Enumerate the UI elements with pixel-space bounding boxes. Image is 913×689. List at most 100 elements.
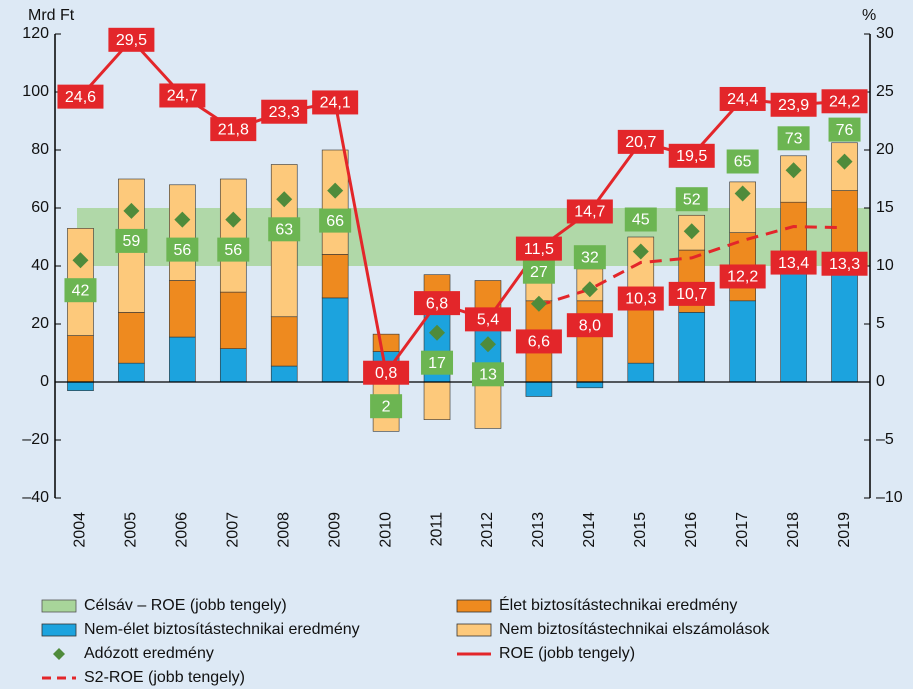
bar bbox=[831, 268, 858, 383]
y2-tick-label: –5 bbox=[876, 431, 894, 448]
data-label-box bbox=[363, 360, 410, 385]
data-label-box bbox=[319, 208, 352, 233]
diamond bbox=[530, 295, 547, 312]
bar bbox=[169, 184, 196, 281]
bar bbox=[372, 333, 400, 352]
y2-tick-label: 30 bbox=[876, 25, 894, 42]
data-label: 19,5 bbox=[676, 148, 707, 165]
bar bbox=[576, 381, 604, 389]
data-label: 56 bbox=[224, 242, 242, 259]
y-tick-label: 20 bbox=[31, 315, 49, 332]
legend-label: ROE (jobb tengely) bbox=[499, 645, 635, 662]
x-tick-label: 2018 bbox=[785, 512, 802, 548]
line bbox=[79, 37, 845, 377]
y-tick-label: 120 bbox=[22, 25, 49, 42]
data-label-box bbox=[668, 143, 715, 168]
x-tick-label: 2014 bbox=[581, 512, 598, 548]
bar bbox=[423, 381, 451, 421]
legend-label: Célsáv – ROE (jobb tengely) bbox=[84, 597, 287, 614]
data-label: 66 bbox=[326, 213, 344, 230]
diamond bbox=[836, 153, 853, 170]
bar bbox=[678, 312, 706, 383]
diamond bbox=[429, 324, 446, 341]
y2-tick-label: 0 bbox=[876, 373, 885, 390]
data-label-box bbox=[312, 90, 359, 115]
data-label-box bbox=[617, 129, 664, 154]
diamond bbox=[581, 281, 598, 298]
data-label: 23,9 bbox=[778, 97, 809, 114]
data-label-box bbox=[159, 83, 206, 108]
data-label-box bbox=[719, 86, 766, 111]
data-label-box bbox=[624, 207, 657, 232]
diamond bbox=[734, 185, 751, 202]
data-label-box bbox=[57, 84, 104, 109]
y2-tick-label: 20 bbox=[876, 141, 894, 158]
data-label: 20,7 bbox=[625, 134, 656, 151]
data-label-box bbox=[515, 236, 562, 261]
data-label-box bbox=[675, 187, 708, 212]
diamond bbox=[479, 336, 496, 353]
data-label: 52 bbox=[683, 191, 701, 208]
diamond bbox=[225, 211, 242, 228]
bar bbox=[169, 336, 196, 383]
bar bbox=[270, 365, 298, 383]
data-label-box bbox=[777, 126, 810, 151]
x-tick-label: 2017 bbox=[734, 512, 751, 548]
x-tick-label: 2010 bbox=[377, 512, 394, 548]
y2-tick-label: –10 bbox=[876, 489, 903, 506]
data-label-box bbox=[108, 27, 155, 52]
data-label: 42 bbox=[72, 282, 90, 299]
data-label: 14,7 bbox=[574, 204, 605, 221]
data-label: 10,7 bbox=[676, 286, 707, 303]
legend-label: Adózott eredmény bbox=[84, 645, 214, 662]
y-tick-label: 100 bbox=[22, 83, 49, 100]
data-label: 29,5 bbox=[116, 32, 147, 49]
y2-tick-label: 10 bbox=[876, 257, 894, 274]
data-label: 0,8 bbox=[375, 365, 397, 382]
data-label: 24,7 bbox=[167, 88, 198, 105]
legend-swatch bbox=[456, 599, 492, 613]
data-label-box bbox=[515, 329, 562, 354]
x-tick-label: 2004 bbox=[72, 512, 89, 548]
data-label-box bbox=[370, 394, 403, 419]
legend-label: Élet biztosítástechnikai eredmény bbox=[499, 595, 737, 614]
data-label: 6,6 bbox=[528, 334, 550, 351]
data-label: 11,5 bbox=[524, 241, 554, 258]
diamond bbox=[327, 182, 344, 199]
y2-tick-label: 5 bbox=[876, 315, 885, 332]
data-label: 45 bbox=[632, 212, 650, 229]
y-tick-label: 80 bbox=[31, 141, 49, 158]
data-label-box bbox=[522, 259, 555, 284]
bar bbox=[219, 348, 247, 383]
data-label-box bbox=[217, 237, 250, 262]
x-tick-label: 2015 bbox=[632, 512, 649, 548]
diamond bbox=[683, 223, 700, 240]
legend-label: S2-ROE (jobb tengely) bbox=[84, 669, 245, 686]
data-label: 13 bbox=[479, 367, 497, 384]
data-label-box bbox=[617, 286, 664, 311]
data-label: 27 bbox=[530, 264, 548, 281]
data-label: 65 bbox=[734, 154, 752, 171]
diamond bbox=[785, 162, 802, 179]
bar bbox=[627, 362, 655, 383]
data-label-box bbox=[719, 264, 766, 289]
x-tick-label: 2007 bbox=[225, 512, 242, 548]
data-label-box bbox=[64, 278, 97, 303]
diamond bbox=[72, 252, 89, 269]
diamond bbox=[276, 191, 293, 208]
bar bbox=[118, 312, 145, 364]
data-label-box bbox=[770, 92, 817, 117]
data-label-box bbox=[210, 117, 257, 142]
data-label: 63 bbox=[275, 222, 293, 239]
data-label: 2 bbox=[382, 398, 391, 415]
bar bbox=[576, 300, 604, 383]
data-label-box bbox=[668, 281, 715, 306]
diamond bbox=[123, 202, 140, 219]
data-label-box bbox=[566, 199, 613, 224]
y2-tick-label: 25 bbox=[876, 83, 894, 100]
data-label-box bbox=[414, 291, 461, 316]
data-label: 21,8 bbox=[218, 121, 249, 138]
data-label: 8,0 bbox=[579, 317, 601, 334]
bar bbox=[270, 316, 298, 367]
data-label-box bbox=[770, 250, 817, 275]
